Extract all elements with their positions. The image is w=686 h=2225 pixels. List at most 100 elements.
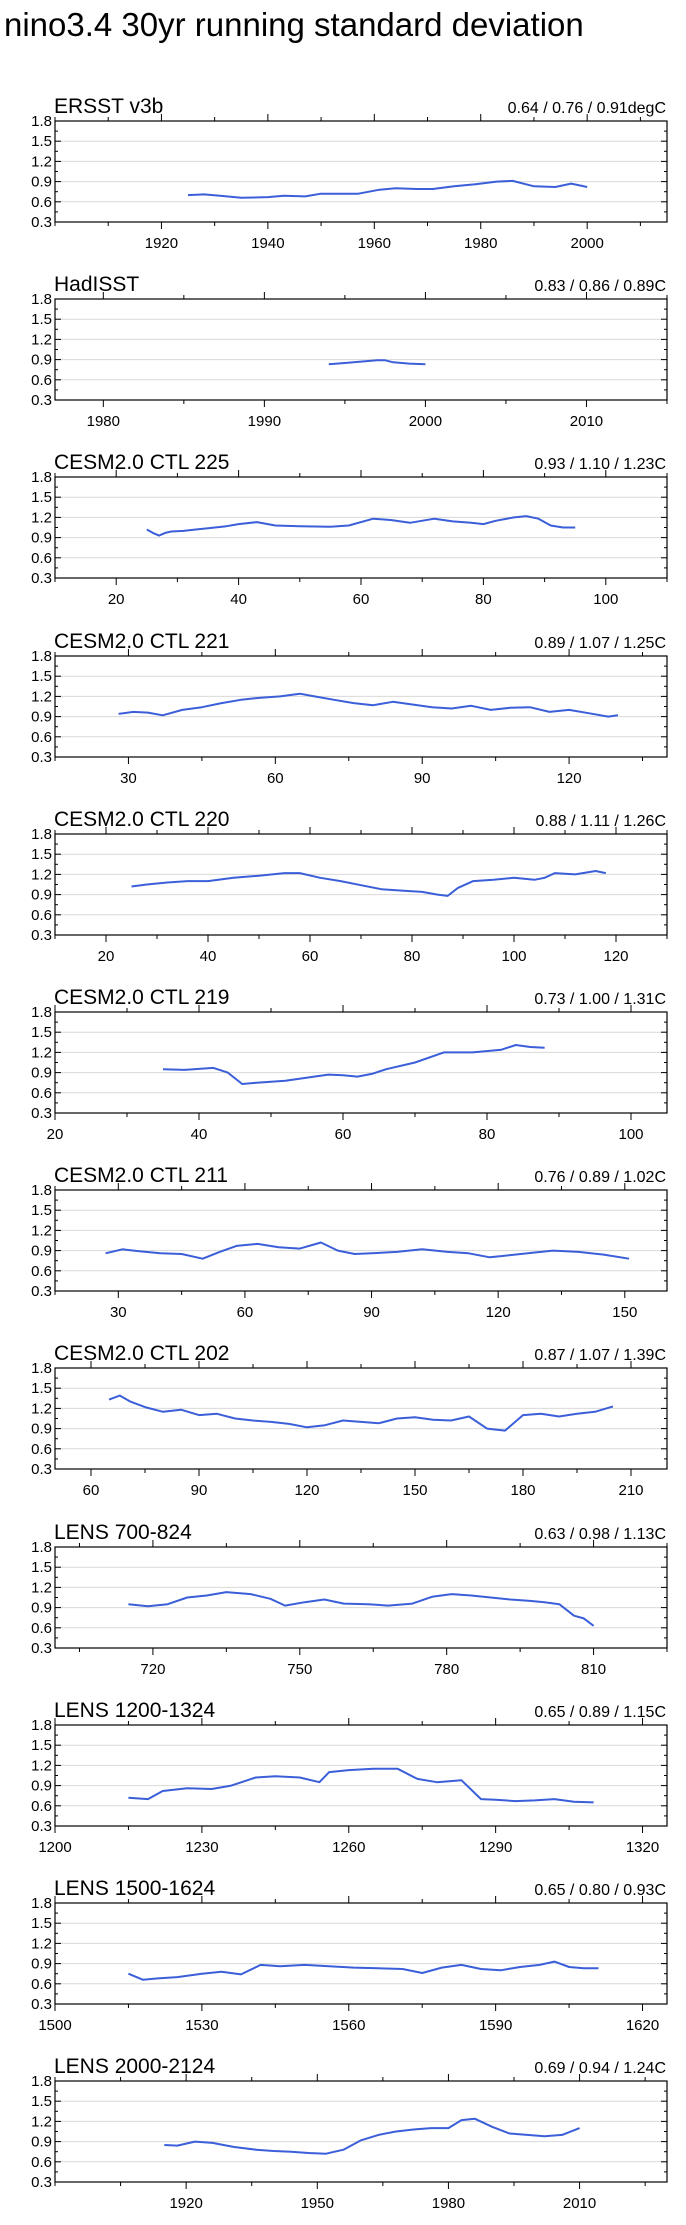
- x-tick-label: 1960: [358, 235, 391, 252]
- y-tick-label: 1.5: [31, 1024, 52, 1041]
- y-tick-label: 0.3: [31, 1996, 52, 2013]
- plot-frame: [54, 298, 668, 401]
- panel: CESM2.0 CTL 221 0.89 / 1.07 / 1.25C 0.3 0.6…: [31, 630, 668, 787]
- x-tick-label: 750: [287, 1661, 312, 1678]
- panel-title: LENS 700-824: [54, 1521, 192, 1544]
- x-tick-label: 90: [191, 1482, 208, 1499]
- panel: CESM2.0 CTL 225 0.93 / 1.10 / 1.23C 0.3 0.6…: [31, 451, 668, 608]
- y-tick-label: 1.5: [31, 1380, 52, 1397]
- x-tick-label: 1980: [464, 235, 497, 252]
- y-tick-label: 1.5: [31, 311, 52, 328]
- x-tick-label: 40: [200, 948, 217, 965]
- x-tick-label: 1500: [38, 2017, 71, 2034]
- series-line: [108, 1394, 614, 1432]
- panel: LENS 1200-1324 0.65 / 0.89 / 1.15C 0.3 0.6 0…: [31, 1699, 668, 1856]
- panel: CESM2.0 CTL 219 0.73 / 1.00 / 1.31C 0.3 0.6…: [31, 986, 668, 1143]
- y-tick-label: 0.9: [31, 352, 52, 369]
- x-tick-label: 60: [83, 1482, 100, 1499]
- x-tick-label: 80: [475, 591, 492, 608]
- panel-stats: 0.76 / 0.89 / 1.02C: [534, 1169, 666, 1186]
- y-tick-label: 1.5: [31, 133, 52, 150]
- y-tick-label: 1.5: [31, 668, 52, 685]
- x-tick-label: 90: [363, 1304, 380, 1321]
- y-tick-label: 1.2: [31, 331, 52, 348]
- x-tick-label: 1560: [332, 2017, 365, 2034]
- plot-frame: [54, 1546, 668, 1649]
- y-tick-label: 1.2: [31, 509, 52, 526]
- series-line: [105, 1241, 630, 1260]
- y-tick-label: 1.2: [31, 1222, 52, 1239]
- plot-frame: [54, 120, 668, 223]
- x-tick-label: 60: [353, 591, 370, 608]
- y-tick-label: 1.8: [31, 1004, 52, 1021]
- y-tick-label: 1.5: [31, 1915, 52, 1932]
- panel: LENS 700-824 0.63 / 0.98 / 1.13C 0.3 0.6 0.9…: [31, 1521, 668, 1678]
- panel-stats: 0.63 / 0.98 / 1.13C: [534, 1526, 666, 1543]
- y-tick-label: 1.2: [31, 1579, 52, 1596]
- x-tick-label: 1920: [169, 2195, 202, 2212]
- y-tick-label: 0.3: [31, 1105, 52, 1122]
- x-tick-label: 180: [510, 1482, 535, 1499]
- y-tick-label: 0.9: [31, 1600, 52, 1617]
- x-tick-label: 120: [294, 1482, 319, 1499]
- y-tick-label: 0.9: [31, 1778, 52, 1795]
- y-tick-label: 1.8: [31, 1539, 52, 1556]
- y-tick-label: 1.8: [31, 291, 52, 308]
- y-tick-label: 0.9: [31, 174, 52, 191]
- y-tick-label: 1.2: [31, 1935, 52, 1952]
- y-tick-label: 1.2: [31, 2113, 52, 2130]
- series-line: [131, 870, 607, 897]
- plot-frame: [54, 655, 668, 758]
- plot-frame: [54, 833, 668, 936]
- y-tick-label: 0.6: [31, 550, 52, 567]
- plot-frame: [54, 1011, 668, 1114]
- x-tick-label: 60: [237, 1304, 254, 1321]
- y-tick-label: 0.3: [31, 749, 52, 766]
- y-tick-label: 1.5: [31, 489, 52, 506]
- x-tick-label: 90: [414, 770, 431, 787]
- series-line: [118, 692, 619, 718]
- x-tick-label: 150: [612, 1304, 637, 1321]
- panel-title: LENS 2000-2124: [54, 2055, 215, 2078]
- figure-title: nino3.4 30yr running standard deviation: [4, 6, 584, 43]
- panel-title: CESM2.0 CTL 211: [54, 1164, 228, 1187]
- y-tick-label: 1.8: [31, 648, 52, 665]
- x-tick-label: 100: [618, 1126, 643, 1143]
- x-tick-label: 2000: [409, 413, 442, 430]
- panel-stats: 0.64 / 0.76 / 0.91degC: [508, 100, 666, 117]
- y-tick-label: 0.3: [31, 1283, 52, 1300]
- y-tick-label: 0.9: [31, 1421, 52, 1438]
- y-tick-label: 1.5: [31, 2093, 52, 2110]
- y-tick-label: 0.6: [31, 1620, 52, 1637]
- series-line: [187, 179, 588, 199]
- plot-frame: [54, 1189, 668, 1292]
- y-tick-label: 1.5: [31, 1202, 52, 1219]
- x-tick-label: 1590: [479, 2017, 512, 2034]
- plot-frame: [54, 2080, 668, 2183]
- y-tick-label: 0.9: [31, 2134, 52, 2151]
- y-tick-label: 1.2: [31, 688, 52, 705]
- panel-stats: 0.65 / 0.80 / 0.93C: [534, 1882, 666, 1899]
- y-tick-label: 1.2: [31, 153, 52, 170]
- x-tick-label: 1320: [626, 1839, 659, 1856]
- plot-frame: [54, 476, 668, 579]
- x-tick-label: 210: [618, 1482, 643, 1499]
- y-tick-label: 0.6: [31, 372, 52, 389]
- x-tick-label: 30: [120, 770, 137, 787]
- series-line: [146, 515, 576, 537]
- y-tick-label: 1.2: [31, 1400, 52, 1417]
- x-tick-label: 40: [191, 1126, 208, 1143]
- y-tick-label: 0.6: [31, 729, 52, 746]
- series-line: [328, 359, 426, 366]
- plot-frame: [54, 1724, 668, 1827]
- y-tick-label: 0.3: [31, 1461, 52, 1478]
- panel-stats: 0.69 / 0.94 / 1.24C: [534, 2060, 666, 2077]
- panel-title: CESM2.0 CTL 225: [54, 451, 229, 474]
- x-tick-label: 1200: [38, 1839, 71, 1856]
- panel: LENS 2000-2124 0.69 / 0.94 / 1.24C 0.3 0.6 0…: [31, 2055, 668, 2212]
- x-tick-label: 150: [402, 1482, 427, 1499]
- y-tick-label: 0.3: [31, 1818, 52, 1835]
- y-tick-label: 1.5: [31, 846, 52, 863]
- panel-title: CESM2.0 CTL 220: [54, 808, 229, 831]
- x-tick-label: 1980: [432, 2195, 465, 2212]
